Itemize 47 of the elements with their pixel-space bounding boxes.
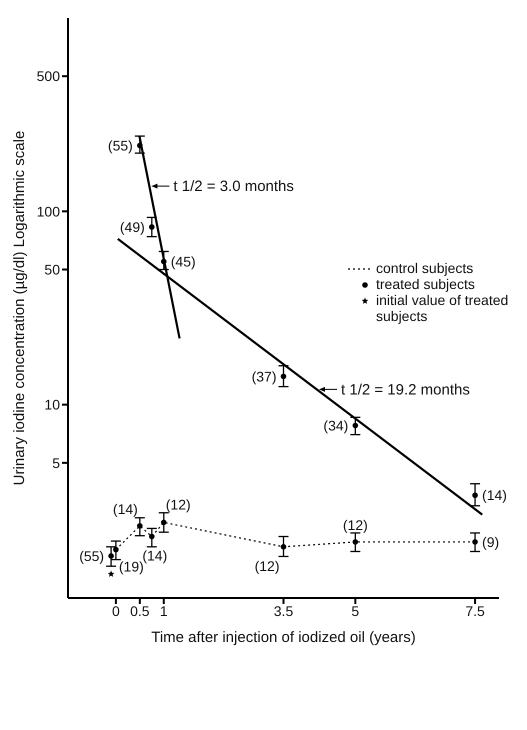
point bbox=[160, 258, 167, 264]
annotation: (14) bbox=[112, 500, 138, 517]
x-tick-label: 5 bbox=[351, 602, 360, 619]
y-tick-label: 500 bbox=[36, 68, 60, 84]
y-tick-label: 10 bbox=[44, 396, 60, 413]
legend-label: initial value of treated subjects bbox=[376, 292, 510, 324]
y-axis-title: Urinary iodine concentration (µg/dl) Logarithmic scale bbox=[11, 130, 28, 486]
point bbox=[352, 422, 358, 428]
point bbox=[137, 523, 143, 529]
y-tick-label: 100 bbox=[36, 203, 60, 220]
annotation: (14) bbox=[142, 548, 168, 564]
x-tick-label: 0.5 bbox=[130, 602, 150, 619]
point bbox=[472, 492, 478, 498]
point bbox=[149, 224, 155, 230]
annotation: (49) bbox=[120, 218, 145, 235]
x-tick-label: 1 bbox=[160, 602, 168, 619]
annotation: (19) bbox=[118, 558, 144, 575]
y-tick-label: 5 bbox=[52, 454, 60, 471]
point bbox=[472, 539, 478, 545]
annotation: (37) bbox=[252, 368, 276, 384]
annotation: (12) bbox=[342, 516, 368, 533]
point bbox=[113, 546, 119, 552]
annotation: t 1/2 = 3.0 months bbox=[173, 178, 294, 196]
x-tick-label: 0 bbox=[112, 602, 120, 619]
x-tick-label: 7.5 bbox=[465, 602, 485, 619]
x-tick-label: 3.5 bbox=[274, 602, 294, 619]
annotation: (34) bbox=[323, 418, 348, 434]
annotation: (9) bbox=[482, 534, 500, 550]
annotation: (14) bbox=[482, 487, 507, 504]
x-axis-title: Time after injection of iodized oil (years) bbox=[151, 629, 416, 646]
point bbox=[280, 544, 286, 550]
annotation: (12) bbox=[166, 496, 191, 512]
legend-label: control subjects bbox=[376, 260, 474, 276]
point bbox=[280, 374, 286, 380]
point bbox=[160, 520, 167, 526]
annotation: t 1/2 = 19.2 months bbox=[341, 381, 470, 398]
point bbox=[149, 534, 155, 540]
y-tick-label: 50 bbox=[44, 262, 60, 278]
annotation: (55) bbox=[79, 548, 104, 564]
point bbox=[108, 553, 114, 559]
point bbox=[108, 570, 114, 577]
point bbox=[137, 142, 143, 148]
annotation: (55) bbox=[108, 138, 133, 154]
legend-label: treated subjects bbox=[376, 276, 475, 292]
annotation: (45) bbox=[170, 254, 196, 270]
annotation: (12) bbox=[254, 558, 280, 574]
point bbox=[352, 539, 358, 545]
